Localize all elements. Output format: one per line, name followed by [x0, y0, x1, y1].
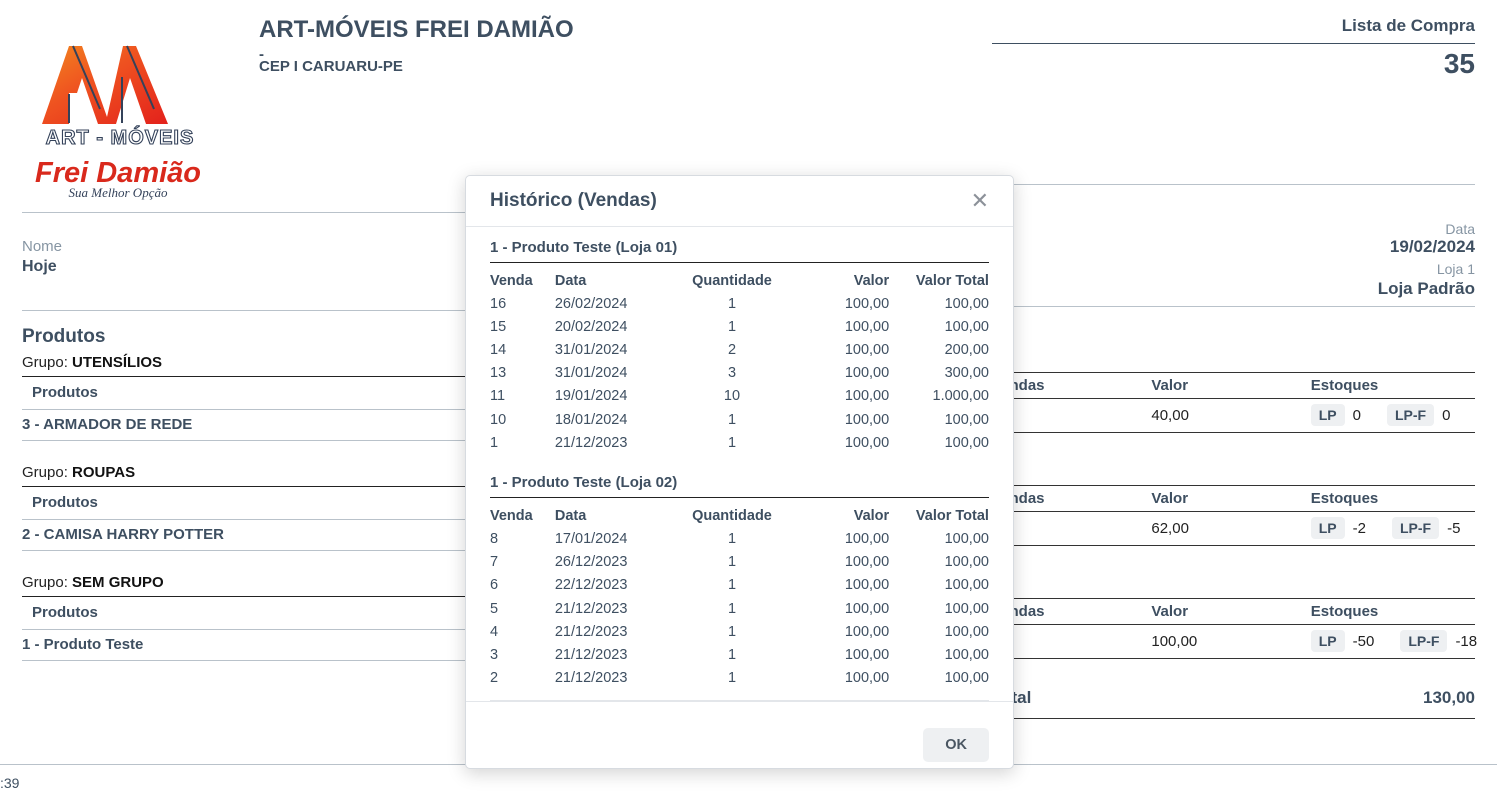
svg-text:ART - MÓVEIS: ART - MÓVEIS [46, 125, 195, 149]
